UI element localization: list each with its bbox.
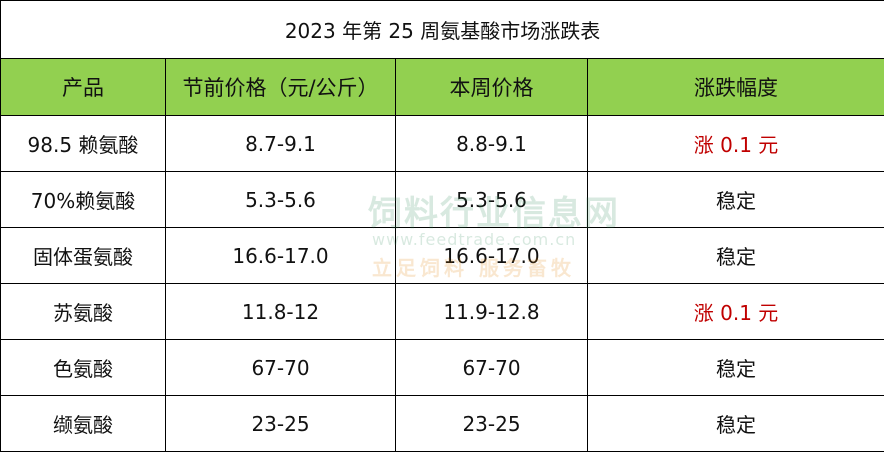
cell: 稳定 <box>586 171 884 228</box>
header-cell: 产品 <box>0 58 166 116</box>
cell: 8.8-9.1 <box>395 115 588 172</box>
header-cell: 本周价格 <box>395 58 588 116</box>
cell: 23-25 <box>165 395 396 452</box>
cell: 稳定 <box>586 339 884 396</box>
cell: 8.7-9.1 <box>165 115 396 172</box>
cell: 苏氨酸 <box>0 283 166 340</box>
header-cell: 涨跌幅度 <box>586 58 884 116</box>
cell: 5.3-5.6 <box>395 171 588 228</box>
cell: 涨 0.1 元 <box>586 283 884 340</box>
header-cell: 节前价格（元/公斤） <box>165 58 396 116</box>
cell: 固体蛋氨酸 <box>0 227 166 284</box>
cell: 缬氨酸 <box>0 395 166 452</box>
table-row: 固体蛋氨酸 16.6-17.0 16.6-17.0 稳定 <box>0 227 884 284</box>
cell: 稳定 <box>586 227 884 284</box>
cell: 67-70 <box>165 339 396 396</box>
table-row: 缬氨酸 23-25 23-25 稳定 <box>0 395 884 452</box>
table-row: 色氨酸 67-70 67-70 稳定 <box>0 339 884 396</box>
cell: 5.3-5.6 <box>165 171 396 228</box>
table-row: 98.5 赖氨酸 8.7-9.1 8.8-9.1 涨 0.1 元 <box>0 115 884 172</box>
cell: 23-25 <box>395 395 588 452</box>
cell: 67-70 <box>395 339 588 396</box>
cell: 98.5 赖氨酸 <box>0 115 166 172</box>
cell: 16.6-17.0 <box>165 227 396 284</box>
header-row: 产品 节前价格（元/公斤） 本周价格 涨跌幅度 <box>0 58 884 116</box>
table-row: 苏氨酸 11.8-12 11.9-12.8 涨 0.1 元 <box>0 283 884 340</box>
table-title: 2023 年第 25 周氨基酸市场涨跌表 <box>0 0 884 59</box>
title-row: 2023 年第 25 周氨基酸市场涨跌表 <box>0 0 884 59</box>
cell: 稳定 <box>586 395 884 452</box>
cell: 11.8-12 <box>165 283 396 340</box>
cell: 70%赖氨酸 <box>0 171 166 228</box>
table-row: 70%赖氨酸 5.3-5.6 5.3-5.6 稳定 <box>0 171 884 228</box>
cell: 涨 0.1 元 <box>586 115 884 172</box>
cell: 16.6-17.0 <box>395 227 588 284</box>
cell: 11.9-12.8 <box>395 283 588 340</box>
cell: 色氨酸 <box>0 339 166 396</box>
